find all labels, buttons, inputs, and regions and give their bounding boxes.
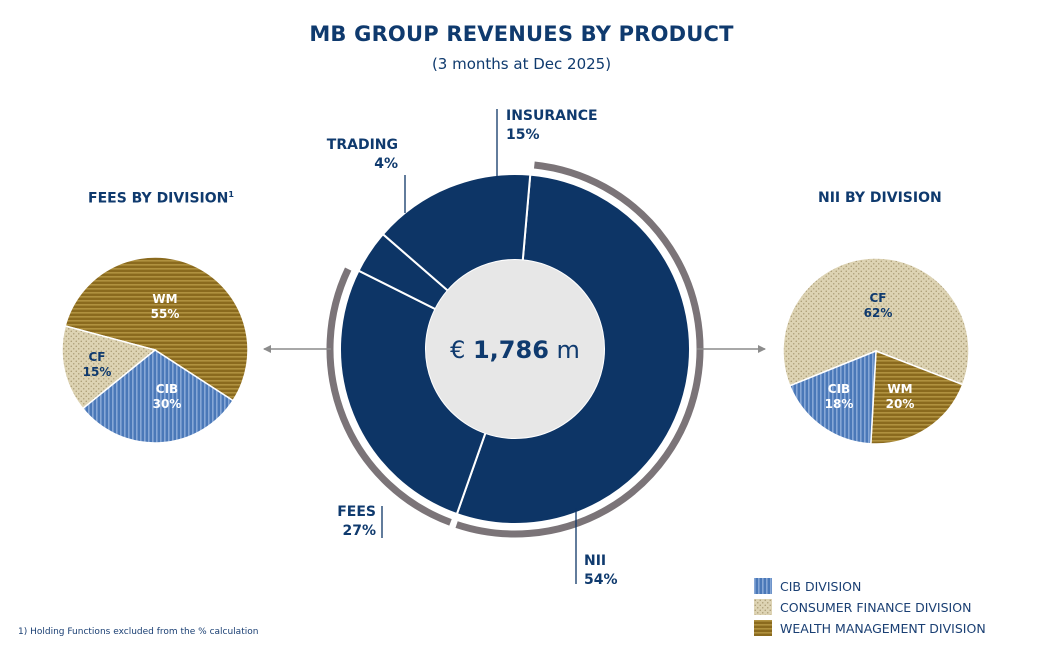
ring-arc-fees — [326, 267, 452, 526]
legend-label-wm: WEALTH MANAGEMENT DIVISION — [780, 620, 986, 636]
page-title: MB GROUP REVENUES BY PRODUCT — [309, 22, 734, 46]
trading-label: TRADING 4% — [318, 136, 398, 174]
nii-pie-label-wm: WM 20% — [886, 382, 915, 411]
nii-pie-slice-cf — [782, 257, 970, 387]
page-subtitle: (3 months at Dec 2025) — [431, 55, 612, 73]
fees-pie-label-cib: CIB 30% — [153, 382, 182, 411]
trading-label-value: 4% — [374, 156, 398, 172]
footnote-marker: 1 — [228, 190, 234, 199]
fees-pie-slice-cib — [81, 349, 235, 444]
nii-division-pie: CF 62% WM 20% CIB 18% — [782, 257, 970, 445]
legend-item-wm: WEALTH MANAGEMENT DIVISION — [754, 619, 986, 637]
fees-pie-slice-wm — [64, 256, 249, 402]
nii-pie-slice-wm — [870, 349, 964, 445]
nii-label: NII 54% — [584, 552, 618, 590]
legend-label-cib: CIB DIVISION — [780, 578, 862, 594]
fees-label-value: 27% — [342, 523, 376, 539]
fees-division-pie: WM 55% CIB 30% CF 15% — [61, 256, 249, 444]
insurance-label: INSURANCE 15% — [506, 107, 598, 145]
legend-swatch-cf — [754, 599, 772, 615]
legend-item-cib: CIB DIVISION — [754, 577, 861, 595]
legend-swatch-wm — [754, 620, 772, 636]
fees-pie-slice-cf — [61, 325, 157, 410]
fees-pie-label-wm: WM 55% — [151, 292, 180, 321]
nii-pie-label-cib: CIB 18% — [825, 382, 854, 411]
insurance-label-name: INSURANCE — [506, 108, 598, 124]
nii-by-division-title: NII BY DIVISION — [818, 190, 942, 206]
legend-swatch-cib — [754, 578, 772, 594]
nii-label-value: 54% — [584, 572, 618, 588]
fees-label-name: FEES — [337, 504, 376, 520]
nii-pie-label-cf: CF 62% — [864, 291, 893, 320]
fees-label: FEES 27% — [314, 503, 376, 541]
footnote: 1) Holding Functions excluded from the %… — [18, 627, 259, 637]
legend-label-cf: CONSUMER FINANCE DIVISION — [780, 599, 972, 615]
insurance-label-value: 15% — [506, 127, 540, 143]
legend-item-cf: CONSUMER FINANCE DIVISION — [754, 598, 971, 616]
center-total-label: € 1,786 m — [450, 336, 580, 364]
ring-arc-nii — [455, 161, 704, 538]
main-donut-chart — [326, 161, 704, 538]
nii-pie-slice-cib — [788, 349, 877, 445]
fees-pie-label-cf: CF 15% — [83, 350, 112, 379]
trading-label-name: TRADING — [326, 137, 398, 153]
donut-center — [426, 260, 604, 438]
fees-by-division-title: FEES BY DIVISION1 — [88, 190, 234, 207]
nii-label-name: NII — [584, 553, 607, 569]
